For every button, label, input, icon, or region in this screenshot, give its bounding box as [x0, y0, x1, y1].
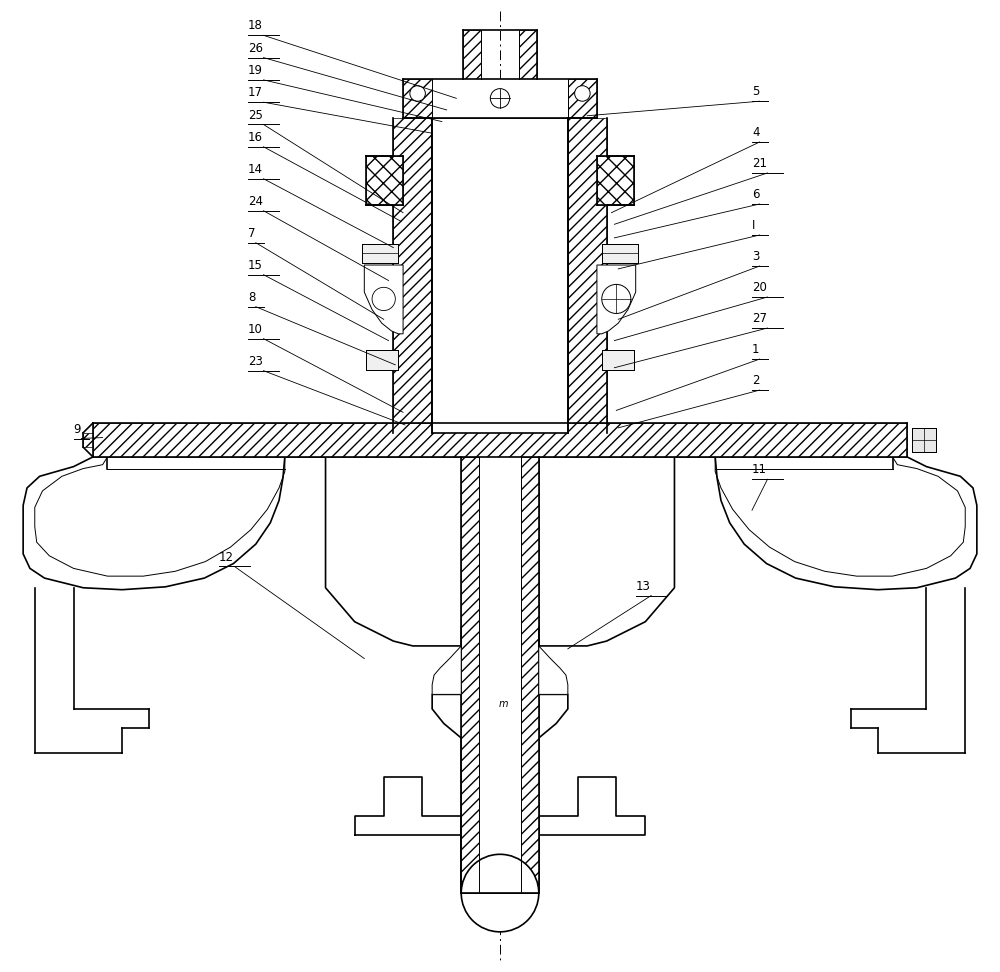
- Circle shape: [490, 88, 510, 108]
- Text: 24: 24: [248, 194, 263, 208]
- Text: 23: 23: [248, 355, 263, 367]
- Text: 10: 10: [248, 323, 263, 335]
- Circle shape: [602, 285, 631, 314]
- Text: 18: 18: [248, 19, 263, 32]
- Bar: [366, 156, 403, 205]
- Bar: [366, 350, 398, 369]
- Bar: [568, 423, 607, 433]
- Polygon shape: [539, 627, 568, 694]
- Bar: [568, 79, 597, 118]
- Circle shape: [575, 86, 590, 101]
- Text: 16: 16: [248, 131, 263, 144]
- Bar: [461, 457, 479, 893]
- Bar: [602, 350, 634, 369]
- Polygon shape: [432, 627, 461, 694]
- Bar: [568, 118, 607, 433]
- Text: 26: 26: [248, 42, 263, 54]
- Bar: [432, 118, 568, 433]
- Text: 25: 25: [248, 109, 263, 122]
- Bar: [93, 423, 907, 457]
- Text: 27: 27: [752, 312, 767, 325]
- Text: 6: 6: [752, 188, 759, 201]
- Bar: [912, 428, 936, 452]
- Bar: [432, 118, 568, 433]
- Text: 13: 13: [636, 579, 651, 593]
- Bar: [393, 118, 432, 433]
- Bar: [479, 457, 521, 893]
- Bar: [521, 457, 539, 893]
- Text: 21: 21: [752, 157, 767, 170]
- Text: 17: 17: [248, 87, 263, 99]
- Text: 11: 11: [752, 464, 767, 476]
- Bar: [83, 433, 93, 447]
- Text: 8: 8: [248, 291, 255, 304]
- Text: 14: 14: [248, 163, 263, 176]
- Text: 3: 3: [752, 250, 759, 263]
- Circle shape: [410, 86, 425, 101]
- Polygon shape: [364, 265, 403, 333]
- Text: 9: 9: [74, 423, 81, 435]
- Text: m: m: [498, 699, 508, 710]
- Bar: [393, 423, 432, 433]
- Text: 7: 7: [248, 226, 256, 240]
- Text: 1: 1: [752, 343, 759, 356]
- Bar: [519, 30, 537, 79]
- Bar: [602, 244, 638, 263]
- Circle shape: [461, 854, 539, 932]
- Bar: [597, 156, 634, 205]
- Bar: [432, 79, 568, 118]
- Bar: [362, 244, 398, 263]
- Bar: [403, 79, 432, 118]
- Text: 5: 5: [752, 86, 759, 98]
- Text: 20: 20: [752, 281, 767, 295]
- Text: 4: 4: [752, 126, 759, 139]
- Text: 12: 12: [219, 550, 234, 564]
- Circle shape: [372, 288, 395, 311]
- Text: 2: 2: [752, 374, 759, 387]
- Text: 15: 15: [248, 259, 263, 272]
- Bar: [463, 30, 481, 79]
- Text: I: I: [752, 219, 755, 232]
- Text: 19: 19: [248, 64, 263, 77]
- Polygon shape: [597, 265, 636, 333]
